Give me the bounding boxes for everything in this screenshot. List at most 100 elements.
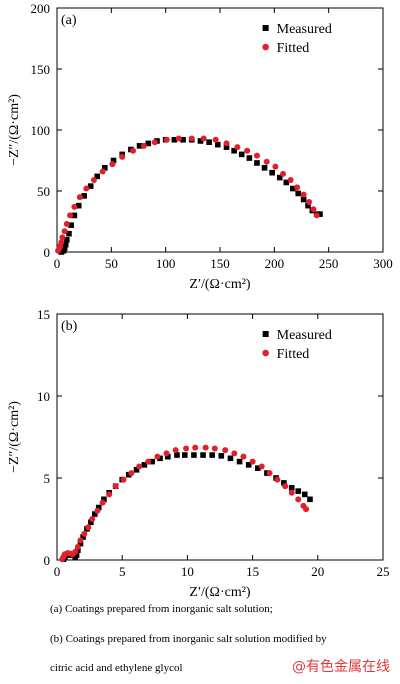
data-point-measured — [283, 179, 290, 186]
data-point-measured — [145, 140, 152, 147]
data-point-measured — [305, 202, 311, 209]
panel-label: (a) — [61, 13, 77, 28]
data-point-fitted — [77, 537, 84, 544]
data-point-measured — [75, 202, 82, 209]
data-point-measured — [92, 511, 98, 517]
data-point-fitted — [85, 524, 92, 531]
y-axis-label: −Z″/(Ω·cm²) — [7, 401, 22, 473]
data-point-measured — [238, 151, 245, 158]
x-tick-label: 15 — [246, 564, 259, 579]
data-point-measured — [181, 452, 188, 458]
y-axis-label: −Z″/(Ω·cm²) — [7, 94, 22, 166]
y-tick-label: 0 — [44, 553, 51, 568]
x-tick-label: 100 — [156, 256, 176, 271]
data-point-fitted — [306, 198, 313, 205]
data-point-fitted — [109, 161, 116, 168]
data-point-measured — [300, 196, 307, 203]
data-point-fitted — [175, 135, 182, 142]
data-point-fitted — [223, 140, 230, 147]
data-point-fitted — [106, 491, 113, 498]
data-point-fitted — [71, 203, 78, 210]
data-point-fitted — [253, 152, 260, 159]
data-point-measured — [218, 453, 225, 459]
x-tick-label: 10 — [181, 564, 194, 579]
data-point-measured — [88, 519, 94, 526]
caption-b-line2: citric acid and ethylene glycol — [50, 662, 183, 674]
data-point-fitted — [128, 470, 135, 477]
x-tick-label: 300 — [373, 256, 393, 271]
data-point-measured — [68, 222, 74, 228]
data-point-fitted — [211, 445, 218, 452]
data-point-measured — [171, 136, 178, 143]
watermark: @有色金属在线 — [292, 659, 390, 675]
data-point-fitted — [163, 450, 170, 457]
data-point-measured — [110, 157, 117, 164]
data-point-fitted — [188, 135, 195, 142]
data-point-fitted — [94, 507, 101, 514]
legend-label-measured: Measured — [277, 328, 332, 343]
data-point-fitted — [163, 136, 170, 143]
data-point-fitted — [202, 444, 209, 451]
data-point-measured — [80, 534, 86, 540]
data-point-measured — [87, 183, 94, 189]
data-point-measured — [71, 212, 78, 219]
data-point-fitted — [294, 184, 301, 191]
x-axis-label: Z′/(Ω·cm²) — [189, 277, 251, 292]
data-point-measured — [246, 155, 253, 161]
x-tick-label: 200 — [265, 256, 285, 271]
data-point-measured — [245, 462, 252, 468]
data-point-measured — [227, 455, 234, 462]
data-point-fitted — [81, 530, 88, 537]
data-point-fitted — [240, 453, 247, 460]
legend-label-fitted: Fitted — [277, 347, 310, 362]
y-tick-label: 0 — [44, 245, 51, 260]
data-point-fitted — [200, 135, 207, 142]
data-point-measured — [231, 147, 237, 154]
data-point-measured — [81, 193, 87, 199]
data-point-measured — [141, 462, 148, 468]
figure-charts: 0 50 100 150 200 250 300050100150200Z′/(Ω·cm²)… — [7, 1, 393, 600]
y-tick-label: 15 — [37, 307, 50, 322]
data-point-measured — [77, 540, 84, 547]
chart-b: 0 5 10 15 20 25 0 5 10 15 Z′/(Ω·cm²) −Z″/(Ω·cm²) (b)… — [7, 307, 390, 600]
chart-a: 0 50 100 150 200 250 300 0 50 100 150 200 Z′/(Ω·cm²)… — [7, 1, 393, 292]
data-point-fitted — [130, 147, 137, 154]
data-point-measured — [223, 144, 230, 150]
data-point-measured — [180, 136, 186, 143]
series-measured — [60, 452, 313, 562]
data-point-measured — [269, 169, 275, 176]
data-point-fitted — [145, 458, 152, 465]
data-point-measured — [290, 185, 296, 192]
data-point-measured — [61, 245, 68, 252]
data-point-measured — [276, 174, 283, 181]
data-point-fitted — [303, 506, 310, 513]
data-point-measured — [317, 211, 323, 217]
data-point-measured — [66, 230, 72, 237]
data-point-measured — [255, 465, 261, 471]
data-point-measured — [165, 453, 171, 460]
data-point-measured — [206, 139, 212, 145]
data-point-fitted — [89, 516, 96, 522]
x-tick-label: 25 — [377, 564, 390, 579]
data-point-fitted — [83, 185, 90, 192]
data-point-fitted — [212, 136, 219, 143]
data-point-measured — [63, 237, 70, 243]
legend-label-fitted: Fitted — [277, 41, 310, 56]
data-point-fitted — [76, 194, 83, 201]
data-point-fitted — [258, 463, 265, 470]
data-point-fitted — [119, 153, 126, 160]
x-axis-label: Z′/(Ω·cm²) — [189, 585, 251, 600]
data-point-fitted — [234, 144, 241, 151]
data-point-fitted — [280, 170, 287, 177]
data-point-fitted — [244, 147, 251, 154]
data-point-fitted — [151, 139, 158, 146]
data-point-measured — [209, 452, 215, 458]
x-tick-label: 150 — [210, 256, 230, 271]
y-tick-label: 50 — [37, 184, 50, 199]
data-point-measured — [261, 165, 268, 171]
x-tick-label: 0 — [54, 256, 61, 271]
data-point-fitted — [249, 458, 256, 465]
data-point-fitted — [59, 234, 66, 241]
data-point-fitted — [295, 496, 302, 503]
x-tick-label: 20 — [311, 564, 324, 579]
